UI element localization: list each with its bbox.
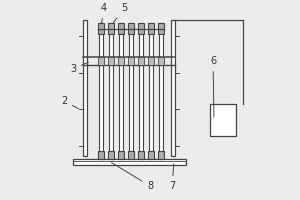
Bar bbox=[98, 57, 104, 65]
Bar bbox=[129, 23, 133, 159]
Text: 6: 6 bbox=[210, 56, 216, 117]
Bar bbox=[128, 23, 134, 34]
Bar bbox=[73, 159, 186, 165]
Bar bbox=[128, 57, 134, 65]
Bar bbox=[108, 23, 114, 34]
Bar bbox=[148, 151, 154, 159]
Bar bbox=[159, 23, 163, 159]
Text: 8: 8 bbox=[111, 162, 153, 191]
Bar bbox=[148, 57, 154, 65]
Bar bbox=[149, 23, 153, 159]
Bar bbox=[83, 20, 87, 156]
Bar bbox=[171, 20, 175, 156]
Bar bbox=[108, 151, 114, 159]
Bar bbox=[99, 23, 103, 159]
Bar bbox=[138, 23, 144, 34]
Bar bbox=[138, 151, 144, 159]
Bar bbox=[98, 151, 104, 159]
Text: 5: 5 bbox=[112, 3, 127, 24]
Bar bbox=[158, 23, 164, 34]
Bar bbox=[108, 57, 114, 65]
Text: 3: 3 bbox=[70, 62, 88, 74]
Bar bbox=[139, 23, 143, 159]
Bar bbox=[158, 151, 164, 159]
Text: 4: 4 bbox=[101, 3, 107, 24]
Bar bbox=[118, 23, 124, 34]
Bar bbox=[148, 23, 154, 34]
Bar bbox=[98, 23, 104, 34]
Text: 7: 7 bbox=[169, 164, 175, 191]
Text: 2: 2 bbox=[61, 96, 78, 109]
Bar bbox=[119, 23, 123, 159]
Bar bbox=[158, 57, 164, 65]
Bar bbox=[118, 57, 124, 65]
Bar bbox=[138, 57, 144, 65]
Bar bbox=[210, 104, 236, 136]
Bar bbox=[118, 151, 124, 159]
Bar bbox=[128, 151, 134, 159]
Bar bbox=[109, 23, 113, 159]
